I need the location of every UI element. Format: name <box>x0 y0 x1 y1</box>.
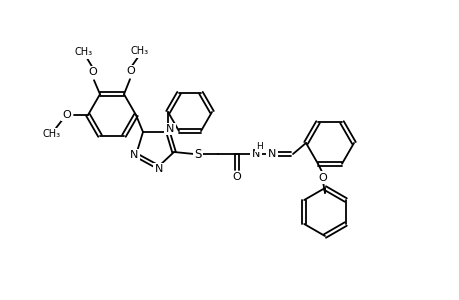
Text: O: O <box>126 66 135 76</box>
Text: CH₃: CH₃ <box>43 129 61 139</box>
Text: O: O <box>318 173 327 183</box>
Text: H: H <box>256 142 263 151</box>
Text: N: N <box>251 149 260 159</box>
Text: O: O <box>62 110 71 120</box>
Text: O: O <box>232 172 241 182</box>
Text: CH₃: CH₃ <box>75 47 93 57</box>
Text: CH₃: CH₃ <box>131 46 149 56</box>
Text: N: N <box>267 149 275 159</box>
Text: N: N <box>165 124 174 134</box>
Text: S: S <box>194 148 201 160</box>
Text: N: N <box>129 150 138 160</box>
Text: O: O <box>89 67 97 77</box>
Text: N: N <box>155 164 163 174</box>
